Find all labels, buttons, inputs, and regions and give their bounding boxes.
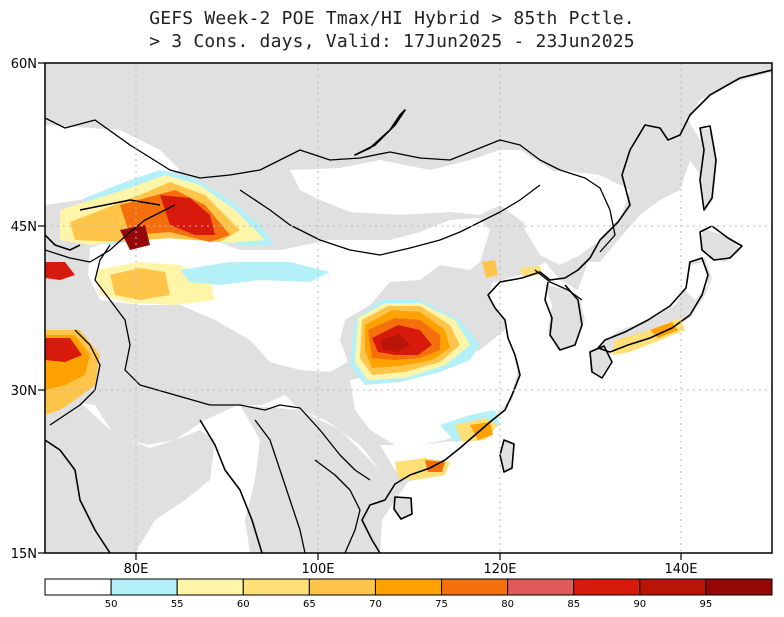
shade-coast-orange	[470, 422, 493, 440]
land-hainan	[394, 496, 412, 518]
coastline-bay-bengal	[199, 419, 263, 553]
lon-ticks	[135, 553, 682, 560]
shade-kazakh-dark	[120, 225, 150, 250]
border-china-west	[94, 244, 240, 406]
map-frame	[44, 62, 773, 554]
border-mongolia	[239, 184, 541, 256]
white-region-japan-north	[685, 262, 708, 300]
land-korea	[545, 285, 585, 350]
legend-swatch	[573, 578, 641, 596]
map-title-line-2: > 3 Cons. days, Valid: 17Jun2025 - 23Jun…	[149, 31, 635, 52]
border-north-korea	[534, 269, 583, 301]
legend-swatch	[110, 578, 178, 596]
white-region-inner-asia	[88, 218, 490, 372]
lon-label-120e: 120E	[483, 562, 516, 577]
lat-label-15n: 15N	[11, 547, 37, 562]
land-taiwan	[500, 440, 515, 470]
coastline-sakhalin	[699, 125, 717, 211]
white-region-kazakhstan	[45, 125, 180, 205]
legend-swatch	[705, 578, 773, 596]
legend-tick-label: 65	[303, 599, 316, 610]
legend-tick-label: 85	[567, 599, 580, 610]
boundaries	[45, 69, 772, 553]
legend-tick-label: 50	[105, 599, 118, 610]
coastline-hokkaido	[699, 225, 743, 261]
land-kyushu	[590, 345, 612, 378]
coastline-india	[45, 439, 111, 553]
legend-tick-label: 70	[369, 599, 382, 610]
shade-west-red	[45, 262, 75, 280]
lon-label-80e: 80E	[124, 562, 149, 577]
border-indochina	[314, 459, 361, 553]
lat-label-60n: 60N	[11, 57, 37, 72]
shade-pakistan-red	[45, 338, 82, 362]
legend-tick-label: 95	[700, 599, 713, 610]
border-myanmar	[254, 419, 306, 553]
map-title-line-1: GEFS Week-2 POE Tmax/HI Hybrid > 85th Pc…	[149, 8, 635, 29]
legend-swatch	[507, 578, 575, 596]
shade-tarim-cyan	[180, 262, 330, 285]
legend-tick-label: 90	[633, 599, 646, 610]
legend-swatch	[242, 578, 310, 596]
border-russia	[45, 117, 616, 253]
legend-swatch	[44, 578, 112, 596]
legend-swatch	[639, 578, 707, 596]
coastline-kyushu	[589, 345, 613, 379]
coastline-east-asia	[361, 69, 772, 553]
coastline-baikal	[354, 109, 406, 156]
shade-china-dark	[380, 334, 410, 352]
legend-tick-label: 55	[171, 599, 184, 610]
coastline-caspian	[45, 234, 81, 251]
legend-swatch	[374, 578, 443, 596]
lon-label-140e: 140E	[664, 562, 697, 577]
legend-tick-label: 75	[435, 599, 448, 610]
graticule	[45, 63, 772, 553]
legend-tick-label: 80	[501, 599, 514, 610]
lat-label-45n: 45N	[11, 220, 37, 235]
lat-label-30n: 30N	[11, 384, 37, 399]
legend-swatch	[176, 578, 244, 596]
coastline-korea	[544, 281, 583, 351]
coastline-honshu	[597, 257, 709, 353]
coastline-balkhash	[79, 199, 161, 211]
shade-shandong-orange	[482, 260, 498, 278]
coastline-taiwan	[499, 439, 515, 473]
border-kazakh-south	[45, 204, 176, 263]
coastline-hainan	[393, 496, 413, 520]
border-india-china	[239, 404, 371, 481]
legend-swatch	[441, 578, 509, 596]
land-hokkaido	[700, 228, 740, 262]
lat-ticks	[38, 62, 45, 554]
legend-swatch	[308, 578, 376, 596]
white-region-south-china	[380, 430, 485, 470]
shade-tarim-orange	[110, 268, 170, 300]
color-legend: 50 55 60 65 70 75 80 85 90 95	[44, 578, 773, 610]
legend-tick-label: 60	[237, 599, 250, 610]
lon-label-100e: 100E	[301, 562, 334, 577]
